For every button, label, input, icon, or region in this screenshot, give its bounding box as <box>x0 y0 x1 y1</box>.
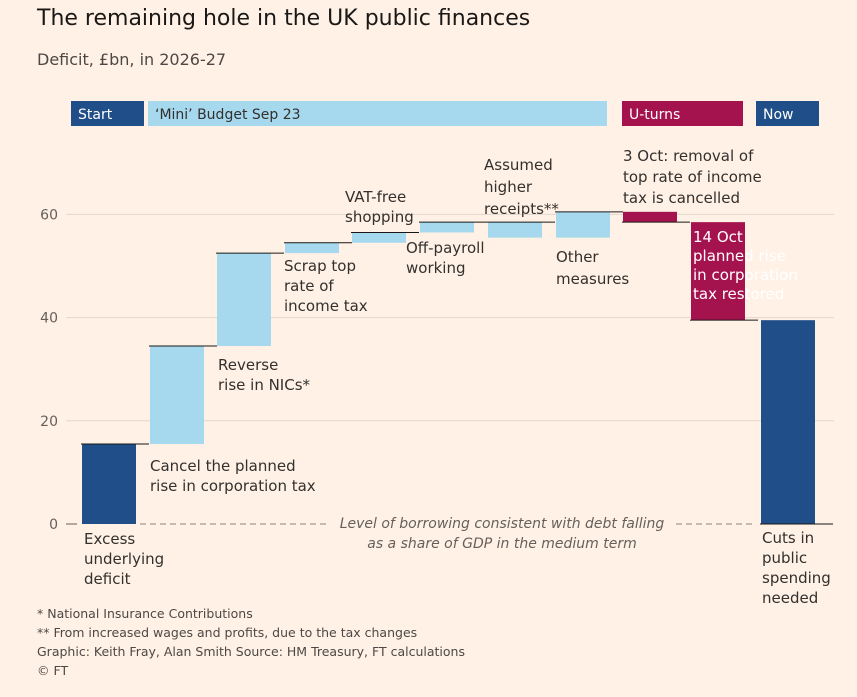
phase-label: ‘Mini’ Budget Sep 23 <box>155 107 301 123</box>
chart-subtitle: Deficit, £bn, in 2026-27 <box>37 50 227 69</box>
waterfall-bar <box>217 253 271 346</box>
step-label: Reverse rise in NICs* <box>218 356 311 394</box>
chart-title: The remaining hole in the UK public fina… <box>37 6 531 31</box>
y-tick-label: 20 <box>40 414 58 430</box>
step-label: Assumed higher receipts** <box>484 156 559 218</box>
step-label: Excess underlying deficit <box>84 530 164 588</box>
source-credit: Graphic: Keith Fray, Alan Smith Source: … <box>37 644 465 659</box>
y-tick-label: 0 <box>49 517 58 533</box>
step-label: 14 Oct planned rise in corporation tax rest… <box>693 228 798 303</box>
waterfall-bar <box>285 242 339 254</box>
step-label: VAT-free shopping <box>345 188 414 226</box>
step-label: Other measures <box>556 248 629 288</box>
waterfall-bar <box>556 211 610 238</box>
phase-band <box>756 101 819 126</box>
waterfall-bar <box>691 222 745 321</box>
footnotes: * National Insurance Contributions ** Fr… <box>37 604 465 680</box>
step-label: Cuts in public spending needed <box>762 529 831 607</box>
phase-label: U-turns <box>629 107 680 123</box>
phase-label: Start <box>78 107 113 123</box>
copyright: © FT <box>37 663 69 678</box>
y-tick-label: 40 <box>40 311 58 327</box>
step-label: Scrap top rate of income tax <box>284 257 368 315</box>
waterfall-bar <box>352 232 406 243</box>
step-label: 3 Oct: removal of top rate of income tax i… <box>623 147 762 207</box>
phase-band <box>622 101 743 126</box>
footnote-nics: * National Insurance Contributions <box>37 606 253 621</box>
waterfall-bar <box>761 320 815 524</box>
footnote-receipts: ** From increased wages and profits, due… <box>37 625 418 640</box>
waterfall-bar <box>150 345 204 445</box>
phase-band <box>148 101 607 126</box>
baseline-annotation: Level of borrowing consistent with debt … <box>340 516 665 552</box>
step-label: Cancel the planned rise in corporation ta… <box>150 457 316 495</box>
phase-band <box>71 101 144 126</box>
waterfall-bar <box>623 211 677 223</box>
step-label: Off-payroll working <box>406 239 485 277</box>
waterfall-bar <box>82 444 136 524</box>
phase-label: Now <box>763 107 794 123</box>
y-tick-label: 60 <box>40 207 58 223</box>
waterfall-bar <box>488 222 542 238</box>
waterfall-bar <box>420 222 474 233</box>
